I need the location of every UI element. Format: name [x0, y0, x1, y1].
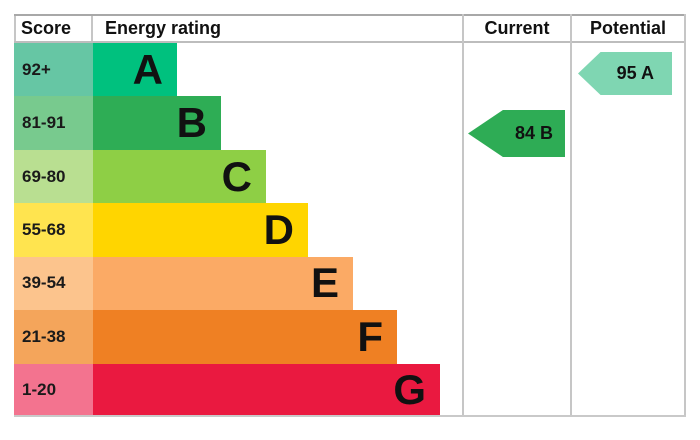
potential-column-divider [570, 14, 572, 417]
table-header-row: Score Energy rating Current Potential [14, 14, 686, 43]
potential-rating-label: 95 A [616, 63, 655, 83]
band-row-b: 81-91 B [14, 96, 686, 150]
band-row-e: 39-54 E [14, 256, 686, 311]
header-potential: Potential [570, 16, 686, 41]
header-score: Score [14, 16, 93, 41]
band-row-a: 92+ A [14, 43, 686, 97]
score-range-d: 55-68 [14, 203, 93, 257]
band-bar-b: B [93, 96, 221, 150]
score-range-a: 92+ [14, 43, 93, 97]
score-range-g: 1-20 [14, 363, 93, 417]
band-row-g: 1-20 G [14, 363, 686, 417]
band-bar-d: D [93, 203, 308, 257]
score-range-c: 69-80 [14, 149, 93, 204]
band-row-c: 69-80 C [14, 149, 686, 204]
band-bar-f: F [93, 310, 397, 364]
band-bar-a: A [93, 43, 177, 97]
epc-table: Score Energy rating Current Potential 92… [14, 14, 686, 417]
band-bar-g: G [93, 363, 440, 417]
band-row-d: 55-68 D [14, 203, 686, 257]
header-current: Current [462, 16, 570, 41]
score-range-f: 21-38 [14, 310, 93, 364]
band-bar-c: C [93, 149, 266, 204]
band-rows: 92+ A 81-91 B 69-80 C 55-68 D 39-54 E 21-38 F 1-20 G [14, 43, 686, 417]
header-energy-rating: Energy rating [105, 18, 222, 38]
current-column-divider [462, 14, 464, 417]
band-row-f: 21-38 F [14, 310, 686, 364]
current-rating-label: 84 B [514, 123, 553, 143]
table-bottom-border [14, 415, 686, 417]
potential-rating-arrow: 95 A [578, 52, 672, 95]
table-right-border [684, 14, 686, 417]
band-bar-e: E [93, 256, 353, 311]
score-range-e: 39-54 [14, 256, 93, 311]
score-range-b: 81-91 [14, 96, 93, 150]
